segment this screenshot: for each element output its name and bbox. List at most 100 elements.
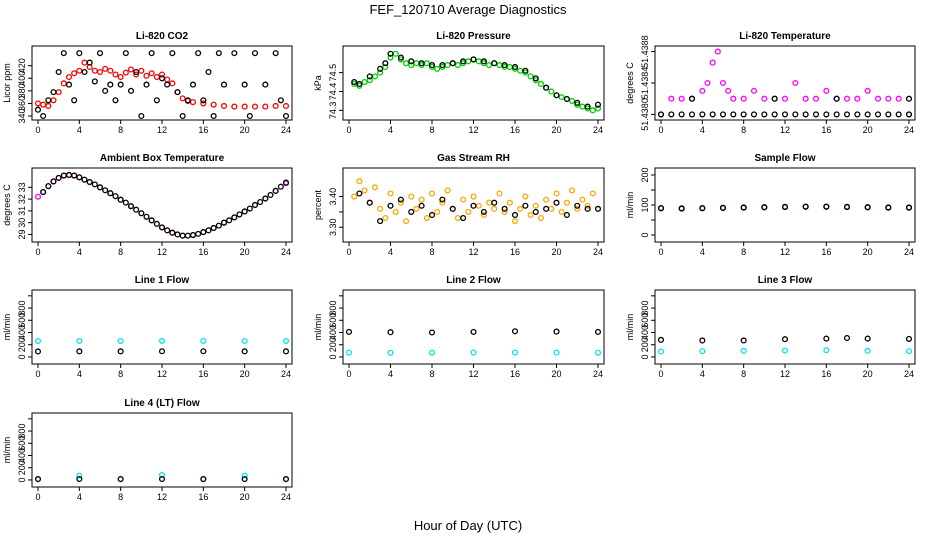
data-point (511, 63, 519, 71)
data-point (589, 107, 596, 114)
data-point (781, 95, 789, 102)
data-point (215, 50, 222, 57)
data-point (382, 214, 389, 222)
x-tick-label: 8 (741, 369, 746, 379)
data-point (543, 84, 550, 91)
data-point (282, 475, 290, 483)
x-tick-label: 20 (863, 247, 873, 257)
data-point (522, 67, 529, 74)
x-tick-label: 16 (510, 247, 520, 257)
x-tick-label: 0 (346, 369, 351, 379)
panel-10: Line 4 (LT) Flow 0 4 8 12 16 20 24 0 200400600800… (2, 398, 293, 502)
y-tick-label: 200 (17, 460, 27, 475)
data-point (282, 112, 290, 120)
data-point (491, 205, 498, 212)
data-point (392, 50, 399, 57)
data-point (148, 50, 155, 57)
data-point (594, 105, 602, 112)
data-point (905, 111, 913, 118)
data-point (96, 68, 104, 76)
x-tick-label: 4 (700, 247, 705, 257)
data-point (460, 60, 467, 67)
data-point (511, 328, 519, 335)
x-tick-label: 0 (35, 125, 40, 135)
data-point (91, 181, 98, 188)
data-point (574, 101, 581, 108)
data-point (65, 73, 73, 81)
data-point (885, 111, 892, 118)
data-point (200, 348, 207, 355)
data-point (277, 97, 284, 104)
data-point (241, 348, 248, 355)
x-tick-label: 12 (157, 125, 167, 135)
y-tick-label: 360 (17, 96, 27, 111)
y-axis-label: ml/min (2, 437, 12, 464)
y-tick-label: 600 (17, 313, 27, 328)
y-tick-label: 0 (17, 354, 27, 359)
panel-2: Li-820 Pressure 0 4 8 12 16 20 24 74.374.474.5 kP… (313, 31, 605, 135)
data-point (678, 95, 685, 102)
data-point (246, 112, 253, 120)
data-point (532, 208, 539, 215)
data-point (148, 70, 155, 77)
panel-title: Sample Flow (754, 153, 815, 164)
data-point (210, 101, 217, 108)
data-point (377, 65, 384, 72)
data-point (428, 190, 436, 197)
data-point (843, 204, 851, 211)
data-point (361, 79, 368, 86)
data-point (91, 67, 98, 74)
data-point (511, 218, 519, 225)
data-point (205, 227, 212, 234)
y-tick-label: 200 (17, 337, 27, 352)
data-point (781, 336, 789, 343)
data-point (802, 203, 809, 210)
data-point (241, 81, 248, 88)
data-point (102, 65, 109, 72)
data-point (184, 97, 191, 104)
figure-title: FEF_120710 Average Diagnostics (369, 2, 567, 17)
plot-frame (31, 412, 293, 488)
data-point (439, 199, 446, 206)
data-point (522, 69, 529, 76)
data-point (657, 348, 665, 355)
data-point (543, 196, 550, 203)
y-tick-label: 74.5 (328, 64, 338, 82)
y-tick-label: 800 (640, 301, 650, 316)
data-point (761, 204, 768, 211)
y-tick-label: 31 (17, 206, 27, 216)
data-point (548, 205, 555, 212)
x-tick-label: 12 (468, 125, 478, 135)
data-point (833, 111, 840, 118)
data-point (127, 87, 135, 94)
data-point (574, 202, 581, 209)
x-tick-label: 24 (904, 125, 914, 135)
data-point (444, 187, 451, 194)
data-point (584, 103, 591, 110)
data-point (905, 95, 913, 102)
data-point (486, 199, 493, 206)
data-point (117, 81, 124, 88)
data-point (122, 199, 129, 206)
data-point (164, 81, 171, 88)
data-point (668, 95, 675, 102)
data-point (460, 58, 467, 65)
data-point (189, 232, 197, 239)
panel-title: Line 2 Flow (446, 275, 501, 286)
data-point (761, 95, 768, 102)
y-tick-label: 600 (17, 436, 27, 451)
data-point (143, 72, 150, 79)
data-point (864, 347, 871, 354)
data-point (40, 188, 47, 196)
panel-5: Gas Stream RH 0 4 8 12 16 20 24 3.30 3.40 percent (313, 153, 605, 257)
x-tick-label: 24 (904, 369, 914, 379)
x-tick-label: 12 (157, 369, 167, 379)
data-point (387, 329, 394, 336)
data-point (189, 81, 197, 88)
data-point (34, 348, 42, 355)
y-tick-label: 200 (640, 337, 650, 352)
data-point (169, 229, 176, 236)
